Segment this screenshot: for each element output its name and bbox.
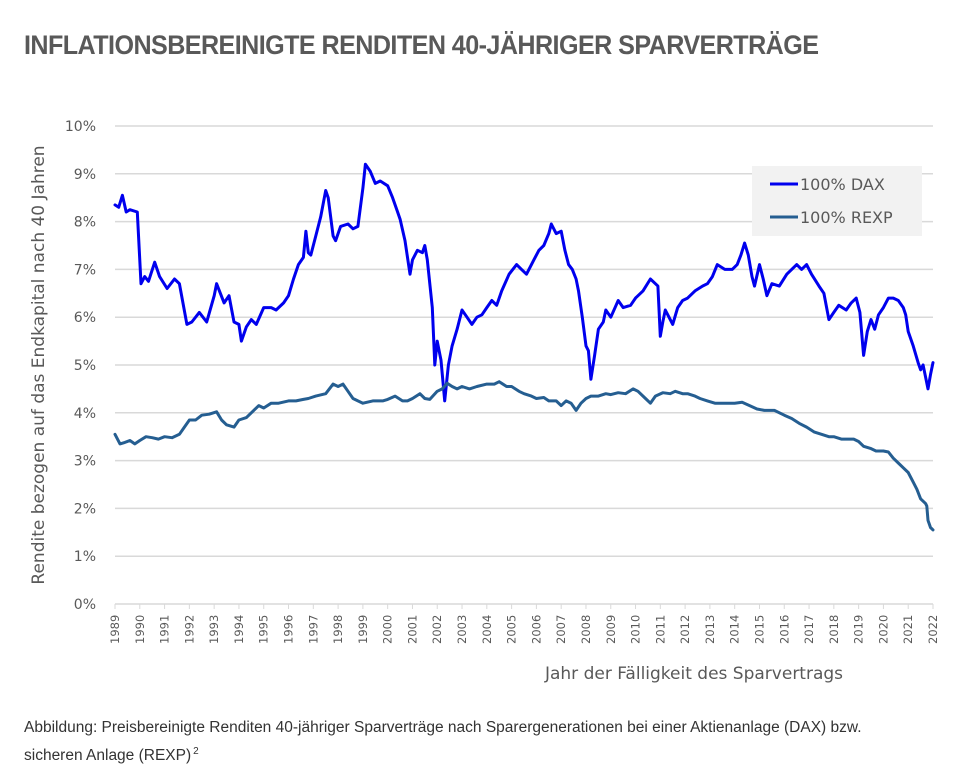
x-axis-ticks: 1989 1990 1991 1992 1993 1994 1995 1996 1997 1998…: [108, 604, 940, 644]
x-tick-label: 2002: [430, 615, 444, 644]
legend-label: 100% DAX: [800, 175, 885, 194]
x-tick-label: 1991: [158, 615, 172, 644]
y-tick-label: 10%: [65, 119, 96, 135]
y-tick-label: 1%: [74, 549, 96, 565]
y-tick-label: 4%: [74, 406, 96, 422]
x-tick-label: 2005: [505, 615, 519, 644]
x-tick-label: 2017: [802, 615, 816, 644]
x-tick-label: 2020: [876, 615, 890, 644]
y-tick-label: 9%: [74, 167, 96, 183]
x-tick-label: 2000: [381, 615, 395, 644]
y-tick-label: 2%: [74, 501, 96, 517]
x-tick-label: 2015: [752, 615, 766, 644]
x-tick-label: 1992: [182, 615, 196, 644]
x-tick-label: 2009: [604, 615, 618, 644]
legend-label: 100% REXP: [800, 208, 893, 227]
page-title: INFLATIONSBEREINIGTE RENDITEN 40-JÄHRIGE…: [24, 30, 819, 60]
legend: 100% DAX 100% REXP: [752, 166, 922, 236]
legend-box: [752, 166, 922, 236]
x-tick-label: 1995: [257, 615, 271, 644]
y-tick-label: 3%: [74, 454, 96, 470]
y-tick-label: 8%: [74, 215, 96, 231]
x-tick-label: 1990: [133, 615, 147, 644]
y-axis-label: Rendite bezogen auf das Endkapital nach …: [29, 145, 49, 584]
x-tick-label: 2010: [629, 615, 643, 644]
x-tick-label: 2019: [852, 615, 866, 644]
y-axis-ticks: 0% 1% 2% 3% 4% 5% 6% 7% 8% 9% 10%: [65, 119, 96, 613]
x-tick-label: 1989: [108, 615, 122, 644]
figure-caption: Abbildung: Preisbereinigte Renditen 40-j…: [24, 716, 924, 768]
y-tick-label: 0%: [74, 597, 96, 613]
x-tick-label: 2016: [777, 615, 791, 644]
gridlines: [115, 125, 933, 557]
x-tick-label: 2007: [554, 615, 568, 644]
x-tick-label: 2011: [653, 615, 667, 644]
x-tick-label: 2004: [480, 615, 494, 644]
y-tick-label: 5%: [74, 358, 96, 374]
series-line-100-rexp: [113, 380, 935, 532]
line-chart: 0% 1% 2% 3% 4% 5% 6% 7% 8% 9% 10% 1989 1990 1991 1992…: [29, 119, 940, 684]
x-tick-label: 2018: [827, 615, 841, 644]
x-axis-label: Jahr der Fälligkeit des Sparvertrags: [544, 664, 843, 684]
x-tick-label: 2008: [579, 615, 593, 644]
x-tick-label: 1996: [282, 615, 296, 644]
caption-text: Abbildung: Preisbereinigte Renditen 40-j…: [24, 719, 862, 765]
x-tick-label: 2021: [901, 615, 915, 644]
x-tick-label: 2006: [529, 615, 543, 644]
x-tick-label: 1994: [232, 615, 246, 644]
x-tick-label: 1997: [306, 615, 320, 644]
x-tick-label: 2003: [455, 615, 469, 644]
x-tick-label: 2014: [728, 615, 742, 644]
x-tick-label: 2012: [678, 615, 692, 644]
y-tick-label: 7%: [74, 262, 96, 278]
x-tick-label: 2001: [405, 615, 419, 644]
x-tick-label: 1998: [331, 615, 345, 644]
x-tick-label: 2013: [703, 615, 717, 644]
y-tick-label: 6%: [74, 310, 96, 326]
caption-footnote: 2: [193, 746, 199, 757]
x-tick-label: 1993: [207, 615, 221, 644]
x-tick-label: 1999: [356, 615, 370, 644]
series-line-100-dax: [113, 162, 935, 403]
x-tick-label: 2022: [926, 615, 940, 644]
series-lines: [113, 162, 935, 532]
